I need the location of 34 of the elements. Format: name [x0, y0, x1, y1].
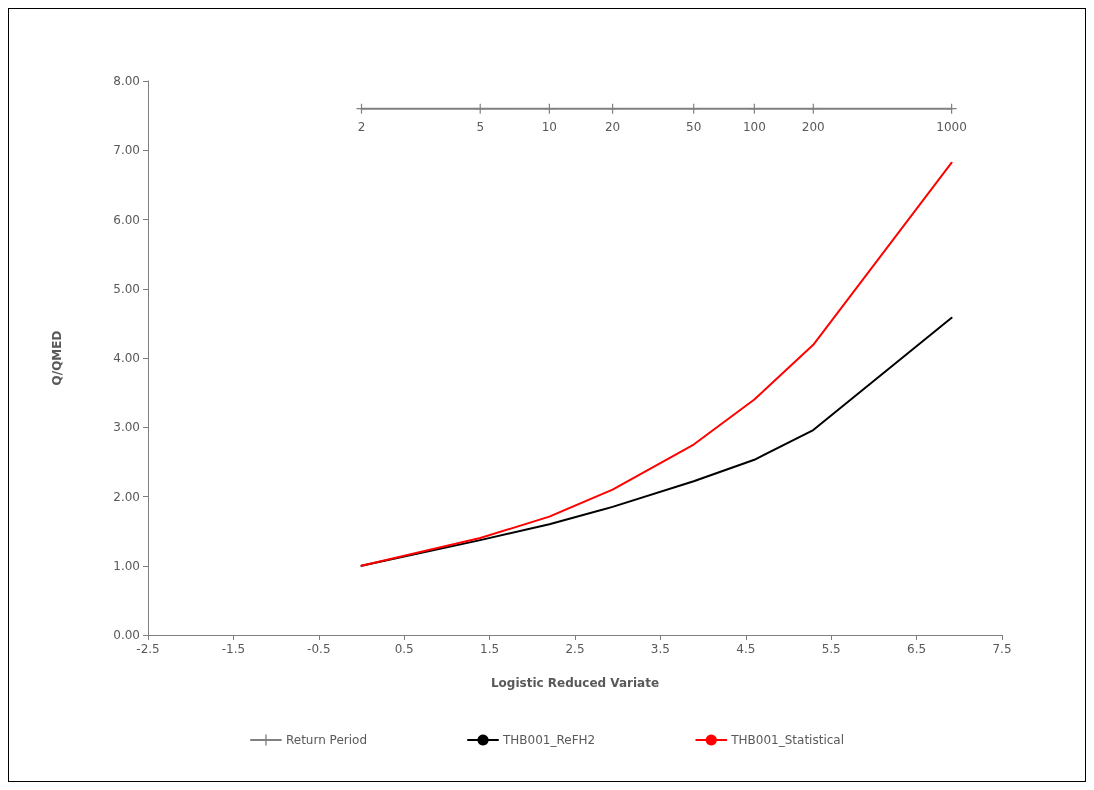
y-tick-label: 1.00: [113, 558, 140, 573]
x-tick-label: -1.5: [221, 642, 246, 656]
x-tick-label: -0.5: [307, 642, 331, 656]
legend-label: Return Period: [285, 733, 368, 747]
annotation: 5: [476, 119, 485, 134]
x-tick-label: 3.5: [650, 642, 670, 656]
x-axis-title: Logistic Reduced Variate: [490, 676, 660, 690]
y-tick-label: 0.00: [113, 628, 140, 642]
y-tick-label: 7.00: [113, 143, 140, 158]
x-tick-label: 2.5: [565, 642, 585, 656]
x-tick-label: 5.5: [821, 642, 841, 656]
y-tick-label: 4.00: [113, 351, 140, 365]
y-tick-label: 6.00: [113, 212, 140, 227]
annotation: 200: [801, 119, 825, 134]
x-tick-label: 7.5: [992, 642, 1012, 656]
x-tick-label: 4.5: [736, 642, 756, 656]
annotation: 2: [357, 119, 366, 134]
annotation: 1000: [936, 119, 967, 134]
annotation: 10: [541, 119, 558, 134]
x-tick-label: -2.5: [136, 642, 160, 656]
x-tick-label: 1.5: [480, 642, 500, 656]
legend-label: THB001_ReFH2: [502, 733, 596, 747]
annotation: 50: [686, 119, 702, 134]
annotation: 20: [604, 119, 621, 134]
line-series: [360, 161, 953, 567]
y-tick-label: 8.00: [113, 74, 140, 88]
y-tick-label: 3.00: [113, 420, 140, 435]
x-tick-label: 6.5: [907, 642, 927, 656]
y-tick-label: 2.00: [113, 489, 140, 504]
legend-label: THB001_Statistical: [730, 733, 845, 747]
y-axis-title: Q/QMED: [50, 330, 64, 386]
y-tick-label: 5.00: [113, 281, 140, 296]
annotation: 100: [742, 119, 766, 134]
x-tick-label: 0.5: [394, 642, 414, 656]
